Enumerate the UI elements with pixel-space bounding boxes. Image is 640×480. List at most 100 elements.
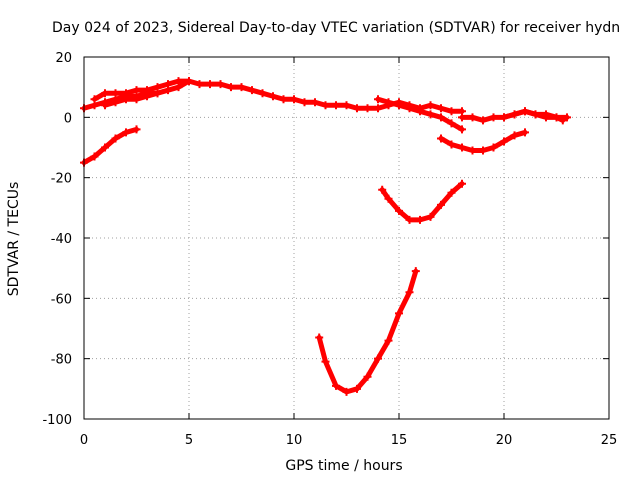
data-point (132, 125, 141, 134)
data-point (342, 387, 351, 396)
data-point (269, 92, 277, 101)
y-tick-label: 0 (64, 111, 72, 126)
data-series (80, 77, 571, 396)
data-point (405, 104, 414, 113)
y-tick-label: 20 (55, 51, 72, 66)
data-point (206, 80, 214, 89)
data-point (321, 101, 330, 110)
data-point (468, 146, 477, 155)
data-point (458, 125, 466, 134)
data-point (458, 113, 466, 122)
data-point (395, 309, 403, 318)
data-point (521, 107, 529, 116)
data-point (237, 83, 246, 92)
series-arc-4 (101, 77, 193, 110)
series-trace (379, 181, 465, 223)
data-point (384, 194, 393, 203)
data-point (447, 119, 456, 128)
data-point (447, 140, 456, 149)
x-tick-label: 10 (286, 433, 303, 448)
data-point (458, 179, 466, 188)
data-point (321, 357, 330, 366)
x-tick-label: 20 (496, 433, 513, 448)
data-point (101, 101, 109, 110)
series-arc-6 (437, 128, 529, 155)
data-point (489, 113, 498, 122)
data-point (447, 107, 456, 116)
data-point (468, 113, 477, 122)
data-point (542, 110, 550, 119)
data-point (384, 336, 393, 345)
y-tick-label: -20 (51, 172, 72, 187)
series-arc-8 (500, 107, 567, 125)
data-point (90, 152, 99, 161)
data-point (479, 146, 487, 155)
data-point (90, 95, 99, 104)
data-point (437, 134, 445, 143)
data-point (378, 185, 387, 194)
data-point (405, 288, 414, 297)
data-point (563, 113, 571, 122)
data-point (258, 89, 267, 98)
data-point (332, 381, 340, 390)
data-point (279, 95, 288, 104)
data-point (411, 267, 420, 276)
data-point (426, 110, 435, 119)
y-tick-label: -100 (42, 413, 72, 428)
series-trace (501, 108, 566, 123)
data-point (395, 101, 403, 110)
data-point (195, 80, 204, 89)
data-point (416, 107, 424, 116)
data-point (500, 113, 508, 122)
data-point (132, 86, 141, 95)
y-axis-label: SDTVAR / TECUs (6, 182, 22, 297)
x-tick-label: 25 (601, 433, 618, 448)
data-point (437, 200, 445, 209)
series-arc-1 (80, 125, 141, 167)
data-point (374, 95, 382, 104)
data-point (290, 95, 298, 104)
data-point (552, 113, 561, 122)
data-point (164, 86, 172, 95)
data-point (300, 98, 309, 107)
y-axis-ticks: -100 -80 -60 -40 -20 0 20 (42, 51, 609, 428)
data-point (353, 104, 361, 113)
data-point (437, 113, 445, 122)
data-point (101, 89, 109, 98)
series-trace (81, 126, 139, 166)
data-point (174, 83, 183, 92)
data-point (426, 101, 435, 110)
data-point (315, 333, 324, 342)
x-tick-label: 0 (80, 433, 88, 448)
chart-title: Day 024 of 2023, Sidereal Day-to-day VTE… (52, 20, 620, 36)
data-point (101, 143, 109, 152)
data-point (384, 98, 393, 107)
data-point (447, 188, 456, 197)
data-point (353, 384, 361, 393)
y-tick-label: -60 (51, 292, 72, 307)
data-point (111, 98, 120, 107)
data-point (248, 86, 256, 95)
data-point (185, 77, 193, 86)
data-point (437, 104, 445, 113)
data-point (311, 98, 319, 107)
data-point (122, 95, 130, 104)
data-point (416, 215, 424, 224)
data-point (132, 95, 141, 104)
data-point (531, 110, 540, 119)
data-point (458, 143, 466, 152)
data-point (521, 128, 529, 137)
x-tick-label: 15 (391, 433, 408, 448)
x-tick-label: 5 (185, 433, 193, 448)
data-point (332, 101, 340, 110)
data-point (122, 128, 130, 137)
data-point (510, 110, 519, 119)
series-arc-10 (315, 267, 420, 396)
data-point (342, 101, 351, 110)
data-point (374, 104, 382, 113)
series-arc-9 (378, 179, 466, 224)
data-point (510, 131, 519, 140)
data-point (395, 206, 403, 215)
data-point (216, 80, 225, 89)
